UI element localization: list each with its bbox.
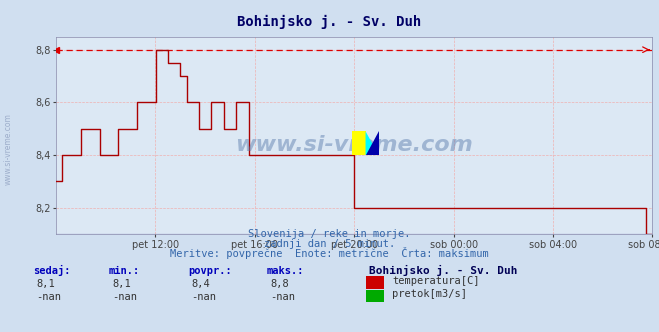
Polygon shape <box>353 131 366 155</box>
Text: Meritve: povprečne  Enote: metrične  Črta: maksimum: Meritve: povprečne Enote: metrične Črta:… <box>170 247 489 259</box>
Text: povpr.:: povpr.: <box>188 266 231 276</box>
Text: -nan: -nan <box>36 292 61 302</box>
Text: 8,8: 8,8 <box>270 279 289 289</box>
Text: 8,1: 8,1 <box>112 279 130 289</box>
Text: pretok[m3/s]: pretok[m3/s] <box>392 289 467 299</box>
Text: temperatura[C]: temperatura[C] <box>392 276 480 286</box>
Text: -nan: -nan <box>112 292 137 302</box>
Text: min.:: min.: <box>109 266 140 276</box>
Text: www.si-vreme.com: www.si-vreme.com <box>3 114 13 185</box>
Text: -nan: -nan <box>270 292 295 302</box>
Text: zadnji dan / 5 minut.: zadnji dan / 5 minut. <box>264 239 395 249</box>
Polygon shape <box>366 131 379 155</box>
Text: 8,1: 8,1 <box>36 279 55 289</box>
Text: maks.:: maks.: <box>267 266 304 276</box>
Text: 8,4: 8,4 <box>191 279 210 289</box>
Text: Bohinjsko j. - Sv. Duh: Bohinjsko j. - Sv. Duh <box>369 265 517 276</box>
Text: sedaj:: sedaj: <box>33 265 71 276</box>
Text: Bohinjsko j. - Sv. Duh: Bohinjsko j. - Sv. Duh <box>237 15 422 29</box>
Text: Slovenija / reke in morje.: Slovenija / reke in morje. <box>248 229 411 239</box>
Text: -nan: -nan <box>191 292 216 302</box>
Polygon shape <box>366 131 379 155</box>
Text: www.si-vreme.com: www.si-vreme.com <box>235 135 473 155</box>
